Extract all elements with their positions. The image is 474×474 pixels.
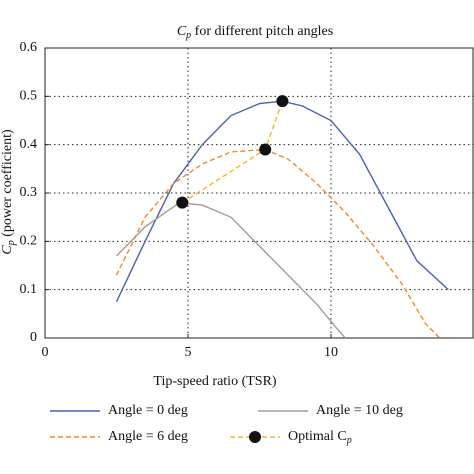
y-tick-label: 0.3 xyxy=(20,185,38,200)
x-tick-label: 0 xyxy=(42,345,49,360)
legend-name: Angle = 6 deg xyxy=(108,429,188,444)
y-axis-label: Cp (power coefficient) xyxy=(0,129,17,255)
optimal-point xyxy=(276,95,289,108)
legend-label: Angle = 6 deg xyxy=(108,429,188,444)
legend-marker xyxy=(249,431,261,443)
x-axis-label: Tip-speed ratio (TSR) xyxy=(153,374,276,389)
x-tick-label: 5 xyxy=(185,345,192,360)
x-tick-label: 10 xyxy=(324,345,338,360)
y-tick-label: 0.5 xyxy=(20,89,38,104)
ylabel-symbol: C xyxy=(0,245,15,255)
legend-name: Optimal C xyxy=(288,429,347,444)
title-text: for different pitch angles xyxy=(191,24,333,39)
y-tick-label: 0.2 xyxy=(20,234,38,249)
series-line xyxy=(116,201,346,339)
legend-label: Angle = 10 deg xyxy=(316,403,403,418)
series-line xyxy=(115,148,441,339)
chart-title: Cp for different pitch angles xyxy=(177,24,333,41)
y-tick-label: 0.1 xyxy=(20,282,38,297)
optimal-point xyxy=(176,196,189,209)
y-tick-label: 0 xyxy=(30,330,37,345)
series-line xyxy=(115,100,449,303)
title-symbol: C xyxy=(177,24,187,39)
legend-subscript: p xyxy=(346,435,352,446)
legend-label: Angle = 0 deg xyxy=(108,403,188,418)
title-subscript: p xyxy=(185,30,191,41)
ylabel-text: (power coefficient) xyxy=(0,129,15,240)
ylabel-subscript: p xyxy=(6,240,17,246)
legend-name: Angle = 10 deg xyxy=(316,403,403,418)
legend-name: Angle = 0 deg xyxy=(108,403,188,418)
y-tick-label: 0.4 xyxy=(20,137,38,152)
legend-label: Optimal Cp xyxy=(288,429,352,446)
y-tick-label: 0.6 xyxy=(20,40,38,55)
optimal-point xyxy=(259,143,272,156)
